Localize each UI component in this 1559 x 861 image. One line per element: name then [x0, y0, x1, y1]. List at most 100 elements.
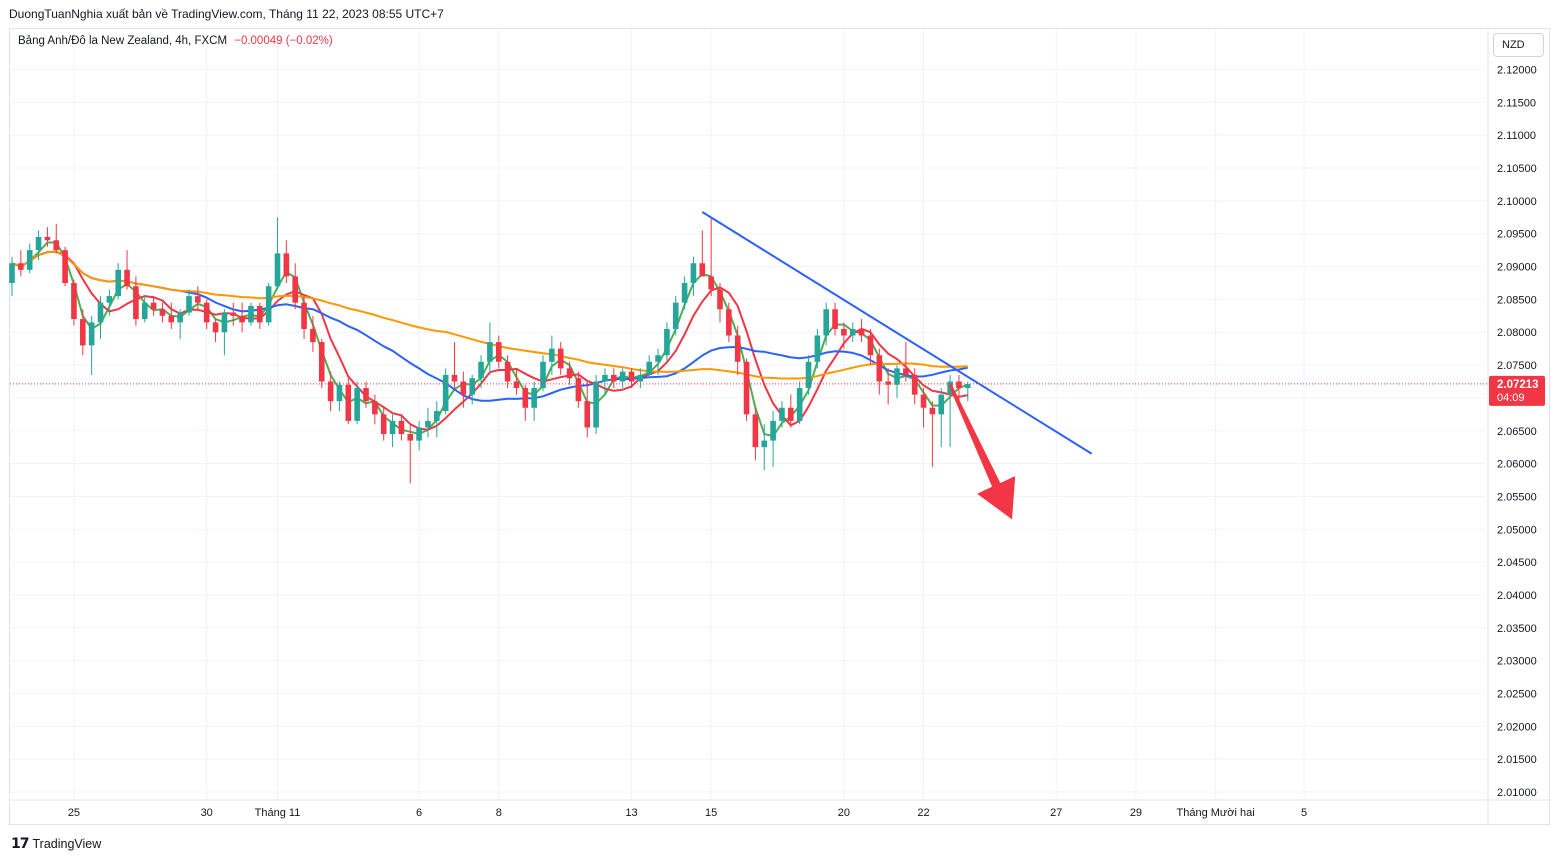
candle-down — [956, 374, 962, 402]
candle-body — [628, 371, 635, 382]
candle-down — [726, 302, 732, 343]
candle-down — [124, 250, 130, 290]
price-tick-label: 2.07500 — [1497, 360, 1537, 372]
candle-body — [664, 328, 670, 356]
candle-up — [965, 381, 971, 402]
candle-body — [867, 335, 874, 356]
candle-up — [389, 414, 396, 448]
candle-down — [513, 368, 520, 395]
candle-body — [593, 381, 599, 428]
candle-body — [956, 381, 962, 389]
candle-up — [88, 315, 95, 375]
candle-body — [619, 371, 626, 382]
candle-up — [796, 381, 803, 425]
candle-up — [274, 217, 281, 290]
candle-up — [602, 368, 608, 395]
candle-body — [920, 394, 927, 408]
price-tick-label: 2.01000 — [1497, 787, 1537, 799]
candle-up — [672, 296, 679, 336]
candle-up — [814, 328, 821, 369]
candle-body — [478, 361, 484, 379]
time-tick-label: 6 — [416, 807, 422, 819]
candle-body — [354, 388, 360, 421]
candle-down — [363, 381, 369, 408]
tradingview-logo[interactable]: 17 TradingView — [11, 836, 101, 852]
symbol-legend[interactable]: Bảng Anh/Đô la New Zealand, 4h, FXCM −0.… — [18, 35, 333, 47]
time-tick-label: 13 — [625, 807, 637, 819]
candle-up — [487, 322, 493, 375]
time-tick-label: 29 — [1130, 807, 1142, 819]
time-tick-label: Tháng Mười hai — [1177, 807, 1255, 819]
candle-body — [380, 414, 387, 435]
candle-body — [876, 355, 883, 382]
candle-body — [124, 269, 130, 287]
candle-down — [150, 296, 157, 316]
candle-body — [372, 401, 378, 415]
candle-body — [203, 302, 210, 323]
candle-down — [734, 325, 741, 375]
candle-down — [239, 302, 245, 333]
candle-body — [655, 355, 661, 362]
candle-body — [274, 253, 281, 287]
candle-body — [310, 328, 316, 343]
candle-up — [646, 355, 652, 379]
price-tick-label: 2.04500 — [1497, 557, 1537, 569]
candle-down — [903, 342, 909, 382]
trendline — [701, 211, 1093, 455]
candle-body — [752, 414, 759, 448]
candle-up — [141, 296, 148, 323]
candle-body — [885, 381, 891, 385]
price-tick-label: 2.10000 — [1497, 196, 1537, 208]
candle-body — [522, 388, 529, 408]
candle-down — [504, 355, 511, 389]
candle-body — [62, 250, 68, 283]
candle-body — [504, 361, 511, 382]
candle-down — [743, 358, 750, 421]
candle-body — [168, 315, 175, 323]
candle-down — [920, 388, 927, 428]
candle-body — [513, 381, 520, 389]
candle-body — [841, 328, 847, 336]
price-tick-label: 2.11500 — [1497, 97, 1536, 109]
candle-body — [133, 286, 139, 320]
candle-body — [531, 388, 537, 408]
candle-up — [354, 381, 360, 425]
candle-down — [380, 407, 387, 441]
candle-up — [35, 230, 42, 260]
published-by-text: DuongTuanNghia xuất bản về TradingView.c… — [9, 7, 444, 21]
candle-up — [540, 355, 546, 392]
price-tick-label: 2.05500 — [1497, 491, 1537, 503]
candle-up — [221, 309, 228, 356]
candle-down — [62, 246, 68, 287]
candle-down — [257, 302, 263, 329]
candle-body — [442, 374, 449, 412]
price-tick-label: 2.08500 — [1497, 294, 1537, 306]
candle-down — [372, 394, 378, 425]
candle-up — [549, 335, 555, 375]
candle-up — [637, 368, 644, 389]
price-tick-label: 2.03000 — [1497, 656, 1537, 668]
candle-up — [416, 420, 422, 451]
candle-body — [53, 240, 60, 251]
candle-body — [965, 384, 971, 389]
candle-body — [788, 407, 794, 421]
price-tick-label: 2.04000 — [1497, 590, 1537, 602]
price-tick-label: 2.10500 — [1497, 163, 1537, 175]
candle-down — [168, 302, 175, 329]
candle-up — [336, 381, 343, 412]
candle-down — [628, 368, 635, 389]
time-tick-label: 15 — [705, 807, 717, 819]
candle-down — [292, 263, 298, 310]
candle-down — [398, 414, 405, 441]
candle-body — [336, 384, 343, 402]
currency-button[interactable]: NZD — [1493, 33, 1544, 57]
candle-down — [557, 342, 564, 375]
candle-up — [186, 289, 192, 316]
candle-up — [434, 401, 440, 438]
candle-body — [495, 342, 502, 362]
candle-up — [690, 256, 697, 297]
candle-body — [115, 269, 121, 297]
candle-body — [832, 309, 838, 329]
